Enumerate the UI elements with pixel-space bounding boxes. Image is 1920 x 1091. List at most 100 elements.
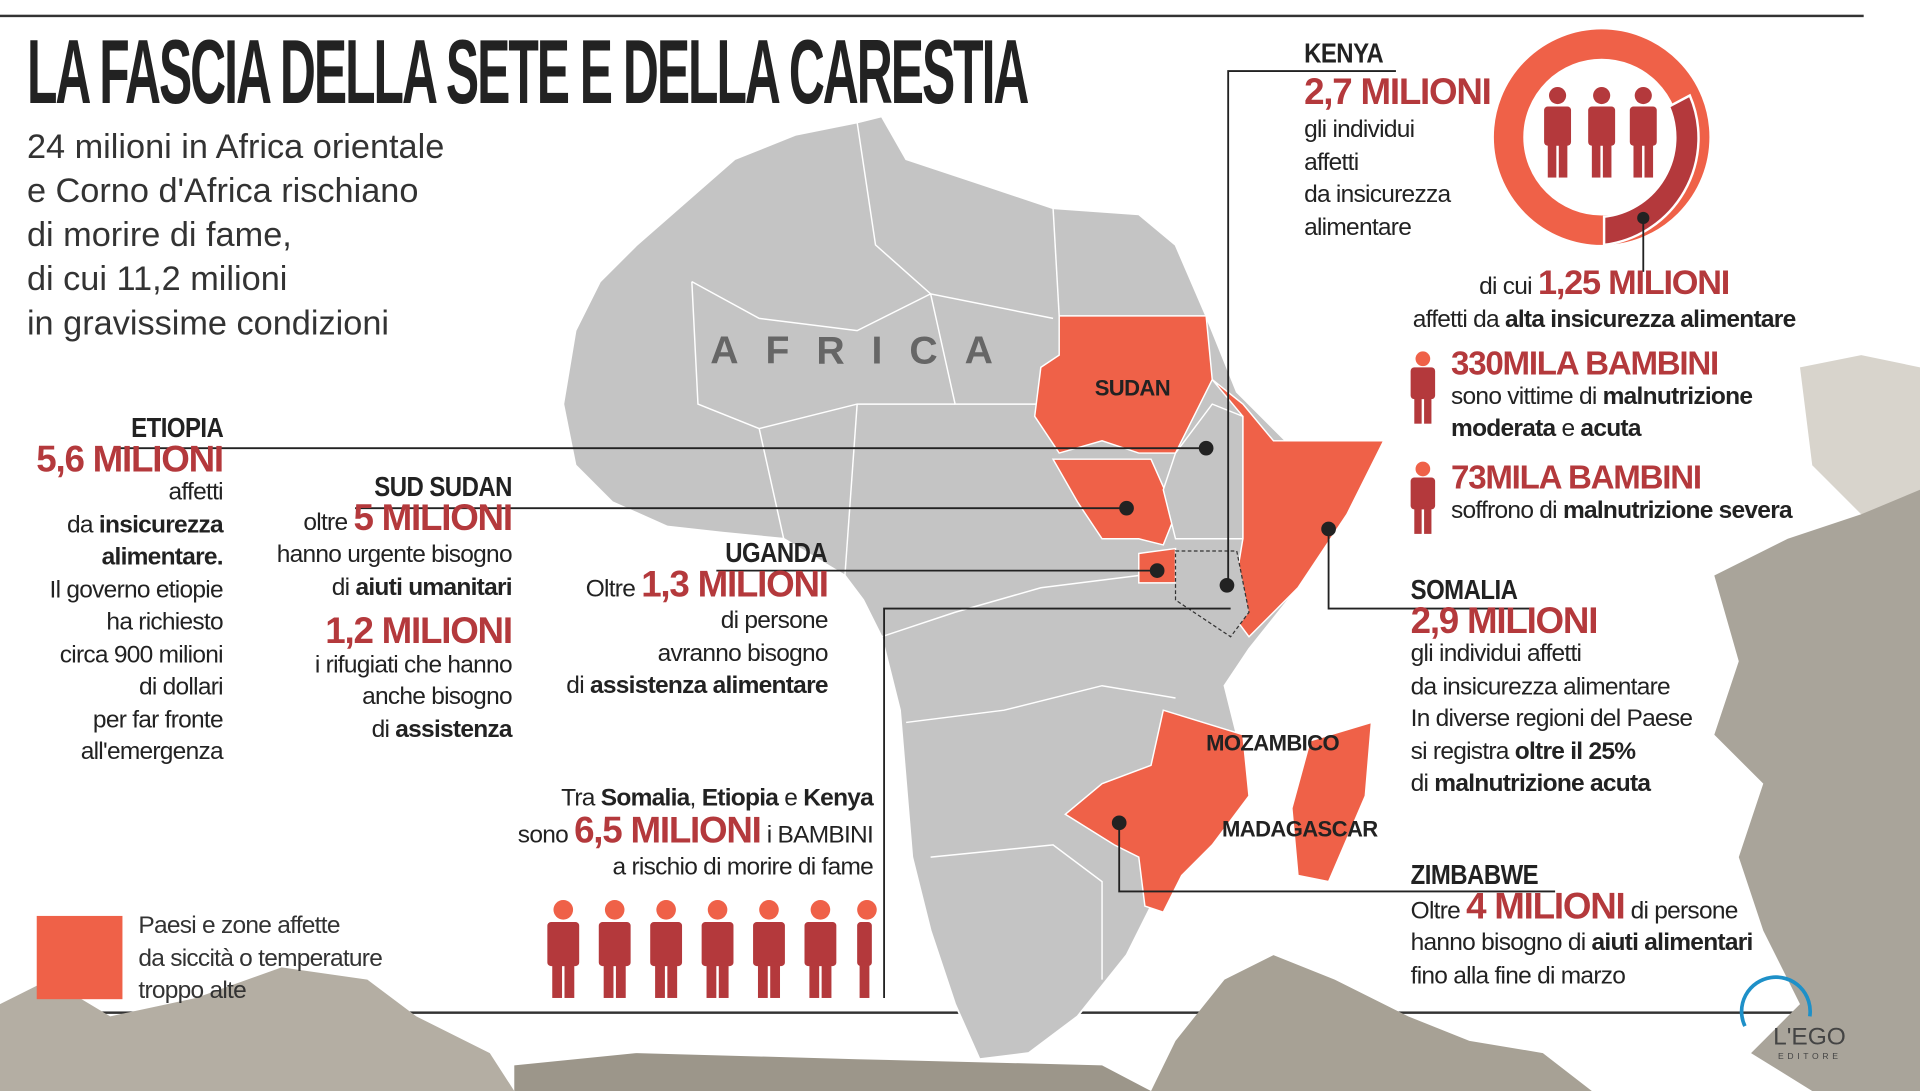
children-73k: 73MILA BAMBINI soffrono di malnutrizione… <box>1451 459 1793 527</box>
t: malnutrizione acuta <box>1434 770 1651 798</box>
ethiopia-marker <box>1198 440 1214 456</box>
kenya-figure: 2,7 MILIONI <box>1304 72 1492 113</box>
children2-figure: 73MILA BAMBINI <box>1451 459 1702 496</box>
t: si registra <box>1410 737 1515 765</box>
sudan-zone <box>1033 315 1214 454</box>
sud-sudan-figure: 5 MILIONI <box>353 497 513 539</box>
t: insicurezza <box>98 511 224 539</box>
kenya-marker <box>1219 577 1235 593</box>
child-icon <box>1410 351 1436 424</box>
t: di persone <box>1630 896 1739 924</box>
t: e <box>778 784 804 812</box>
subtitle-line: di morire di fame, <box>26 215 292 254</box>
t: fino alla fine di marzo <box>1410 961 1626 989</box>
sub-text: affetti da <box>1412 305 1505 333</box>
etiopia-figure: 5,6 MILIONI <box>36 438 224 480</box>
madagascar-zone <box>1291 721 1373 883</box>
t: Tra <box>561 784 601 812</box>
leader-lines <box>116 70 1556 998</box>
subtitle-line: in gravissime condizioni <box>26 303 390 342</box>
donut-segment-high <box>1602 93 1700 247</box>
zimbabwe-block: ZIMBABWE Oltre 4 MILIONI di persone hann… <box>1410 858 1754 991</box>
somalia-marker <box>1321 521 1336 537</box>
subtitle-line: e Corno d'Africa rischiano <box>26 171 419 210</box>
t: e <box>1555 415 1581 443</box>
t: sono vittime di <box>1451 382 1603 410</box>
etiopia-header: ETIOPIA <box>130 411 224 444</box>
kenya-subfigure: di cui 1,25 MILIONI affetti da alta insi… <box>1396 265 1812 336</box>
t: gli individui affetti <box>1410 640 1582 668</box>
map-label-sudan: SUDAN <box>1094 375 1171 401</box>
subtitle-line: 24 milioni in Africa orientale <box>26 127 445 166</box>
t: troppo alte <box>138 977 247 1005</box>
t: sono <box>517 821 569 848</box>
t: all'emergenza <box>80 738 224 766</box>
children-block: Tra Somalia, Etiopia e Kenya sono 6,5 MI… <box>517 782 874 883</box>
bottom-rule <box>0 1011 1864 1014</box>
t: di <box>1410 770 1435 798</box>
t: da siccità o temperature <box>138 944 383 972</box>
child-icon <box>1410 461 1436 534</box>
t: Kenya <box>803 784 874 812</box>
t: Somalia <box>600 784 691 812</box>
t: di <box>371 715 396 743</box>
sub-figure: 1,25 MILIONI <box>1537 263 1730 302</box>
kenya-header: KENYA <box>1304 36 1384 69</box>
t: aiuti umanitari <box>355 573 512 601</box>
top-rule <box>0 14 1864 18</box>
subtitle-line: di cui 11,2 milioni <box>26 259 288 298</box>
sud-sudan-header: SUD SUDAN <box>374 470 512 503</box>
sud-sudan-figure2: 1,2 MILIONI <box>325 611 513 652</box>
children1-figure: 330MILA BAMBINI <box>1451 345 1719 383</box>
t: aiuti alimentari <box>1591 929 1754 957</box>
t: hanno bisogno di <box>1410 929 1592 957</box>
t: Etiopia <box>701 784 779 812</box>
t: oltre <box>303 508 348 536</box>
t: malnutrizione <box>1602 382 1753 410</box>
uganda-marker <box>1149 563 1165 578</box>
t: Il governo etiopie <box>49 576 224 604</box>
t: di <box>331 573 356 601</box>
logo: L'EGO <box>1773 1023 1846 1051</box>
subtitle: 24 milioni in Africa orientale e Corno d… <box>27 125 444 345</box>
map-label-madagascar: MADAGASCAR <box>1222 816 1378 842</box>
somalia-figure: 2,9 MILIONI <box>1410 600 1599 642</box>
t: a rischio di morire di fame <box>612 853 874 881</box>
t: per far fronte <box>92 705 224 733</box>
t: circa 900 milioni <box>59 641 224 668</box>
t: di dollari <box>138 673 224 701</box>
south-sudan-marker <box>1119 500 1134 516</box>
kenya-line: affetti <box>1304 148 1359 176</box>
somalia-header: SOMALIA <box>1410 573 1518 605</box>
country-borders <box>691 122 1176 980</box>
t: ha richiesto <box>106 608 223 636</box>
kenya-block: KENYA 2,7 MILIONI gli individui affetti … <box>1304 36 1492 244</box>
uganda-block: UGANDA Oltre 1,3 MILIONI di persone avra… <box>566 536 829 702</box>
t: In diverse regioni del Paese <box>1410 705 1693 733</box>
t: i BAMBINI <box>766 821 874 848</box>
kenya-line: gli individui <box>1304 116 1415 144</box>
uganda-figure: 1,3 MILIONI <box>641 563 829 605</box>
people-icon-group <box>1544 86 1657 178</box>
kenya-line: alimentare <box>1304 213 1412 241</box>
southeast-zone <box>1064 709 1250 914</box>
t: avranno bisogno <box>657 639 829 667</box>
kenya-donut-chart <box>1493 29 1710 272</box>
t: Paesi e zone affette <box>138 912 340 940</box>
map-label-mozambico: MOZAMBICO <box>1206 731 1339 756</box>
logo-mark <box>1739 975 1812 1027</box>
map-label-africa: AFRICA <box>710 328 1020 373</box>
t: affetti <box>168 478 224 506</box>
t: i rifugiati che hanno <box>314 650 513 678</box>
affected-zones <box>1033 315 1385 914</box>
t: oltre il 25% <box>1514 737 1636 765</box>
t: acuta <box>1580 415 1641 443</box>
etiopia-block: ETIOPIA 5,6 MILIONI affetti da insicurez… <box>36 411 224 768</box>
children-330k: 330MILA BAMBINI sono vittime di malnutri… <box>1451 345 1753 445</box>
t: soffrono di <box>1451 496 1563 524</box>
t: Oltre <box>585 574 636 602</box>
t: di <box>566 672 590 700</box>
t: da <box>67 511 99 539</box>
